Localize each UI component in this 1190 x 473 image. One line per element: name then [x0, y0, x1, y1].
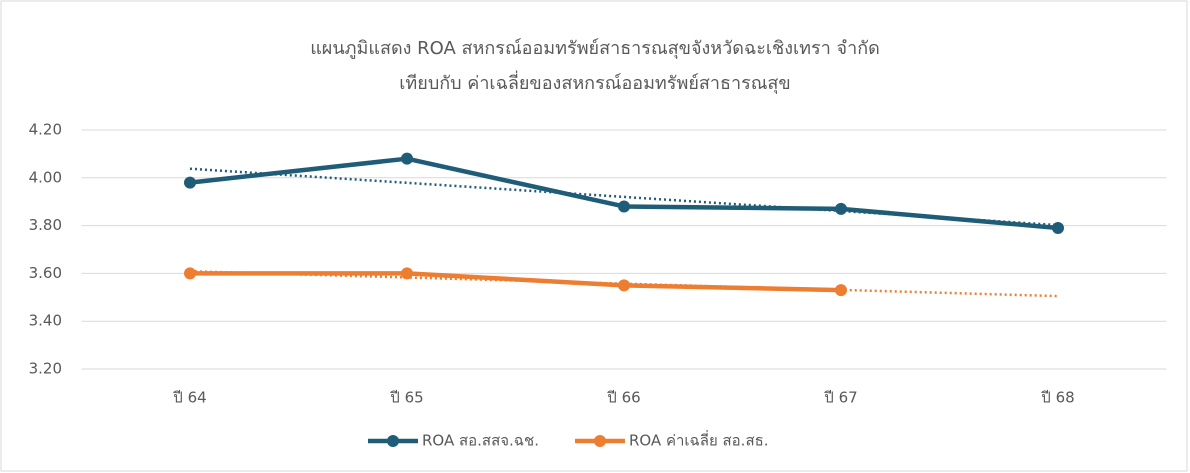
data-point [835, 284, 847, 297]
legend-label: ROA สอ.สสจ.ฉช. [422, 432, 539, 450]
data-point [184, 267, 196, 280]
data-point [835, 202, 847, 215]
y-tick-label: 3.80 [29, 216, 62, 234]
x-tick-label: ปี 66 [606, 389, 640, 407]
data-point [618, 200, 630, 213]
data-point [401, 152, 413, 165]
data-point [1052, 221, 1064, 234]
chart-title: แผนภูมิแสดง ROA สหกรณ์ออมทรัพย์สาธารณสุข… [310, 38, 880, 59]
x-tick-label: ปี 64 [172, 389, 206, 407]
y-tick-label: 3.40 [29, 312, 62, 330]
y-tick-label: 3.20 [29, 360, 62, 378]
x-tick-label: ปี 67 [823, 389, 857, 407]
y-tick-label: 4.20 [29, 121, 62, 139]
data-point [618, 279, 630, 292]
x-tick-label: ปี 65 [389, 389, 423, 407]
legend-swatch [387, 435, 399, 447]
y-tick-label: 3.60 [29, 264, 62, 282]
legend-label: ROA ค่าเฉลี่ย สอ.สธ. [629, 430, 769, 450]
y-tick-label: 4.00 [29, 168, 62, 186]
data-point [184, 176, 196, 189]
chart-title: เทียบกับ ค่าเฉลี่ยของสหกรณ์ออมทรัพย์สาธา… [399, 70, 790, 94]
series-line [190, 271, 842, 293]
data-point [401, 267, 413, 280]
x-tick-label: ปี 68 [1040, 389, 1074, 407]
legend-swatch [593, 435, 606, 447]
